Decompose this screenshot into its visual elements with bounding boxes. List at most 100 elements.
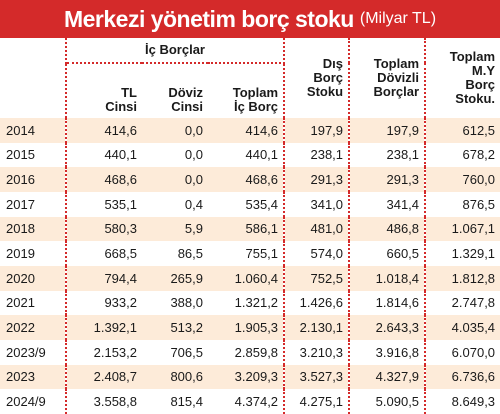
table-cell: 0,4	[142, 191, 208, 217]
table-cell: 1.060,4	[208, 265, 286, 291]
column-header-line: Dövizli	[377, 70, 420, 85]
table-cell: 414,6	[66, 118, 142, 143]
table-cell: 5,9	[142, 216, 208, 242]
table-cell: 238,1	[284, 142, 351, 168]
table-cell: 3.210,3	[284, 339, 351, 365]
table-cell: 291,3	[284, 167, 351, 192]
table-cell: 706,5	[142, 339, 208, 365]
table-cell: 535,1	[66, 191, 142, 217]
col-header-3: Toplam İç Borç	[208, 63, 286, 118]
group-header-row: İç Borçlar Dış Borç Stoku Toplam Dövizli Bor…	[0, 38, 500, 118]
table-cell: 586,1	[208, 216, 286, 242]
column-header-line: Döviz	[168, 85, 203, 100]
table-cell: 0,0	[142, 118, 208, 143]
table-cell: 4.374,2	[208, 389, 286, 414]
column-header-row: TL Cinsi Döviz Cinsi Toplam İç Borç	[0, 63, 500, 118]
table-row: 2023 2.408,7 800,6 3.209,3 3.527,3 4.327,9 6.7…	[0, 364, 500, 390]
table-cell: 1.426,6	[284, 290, 351, 316]
row-year: 2019	[0, 241, 67, 266]
col-header-6: Toplam M.Y Borç Stoku.	[425, 38, 500, 118]
table-cell: 574,0	[284, 241, 351, 266]
column-header-line: Toplam	[373, 56, 420, 71]
table-cell: 800,6	[142, 364, 208, 390]
column-header-line: Stoku.	[455, 91, 496, 106]
column-header-line: Borçlar	[373, 84, 420, 99]
col-header-1: TL Cinsi	[66, 63, 142, 118]
table-cell: 794,4	[66, 265, 142, 291]
table-cell: 265,9	[142, 265, 208, 291]
table-cell: 660,5	[349, 241, 427, 266]
table-cell: 815,4	[142, 389, 208, 414]
column-header-line: Toplam	[232, 85, 279, 100]
table-cell: 2.859,8	[208, 339, 286, 365]
table-cell: 481,0	[284, 216, 351, 242]
row-year: 2021	[0, 290, 67, 316]
column-header-line: Cinsi	[105, 99, 137, 114]
table-cell: 1.392,1	[66, 315, 142, 340]
table-cell: 2.643,3	[349, 315, 427, 340]
table-cell: 468,6	[208, 167, 286, 192]
row-year: 2016	[0, 167, 67, 192]
table-cell: 1.905,3	[208, 315, 286, 340]
table-cell: 1.814,6	[349, 290, 427, 316]
table-cell: 3.527,3	[284, 364, 351, 390]
debt-table: İç Borçlar Dış Borç Stoku Toplam Dövizli Bor…	[0, 38, 500, 414]
table-cell: 4.275,1	[284, 389, 351, 414]
table-cell: 440,1	[66, 142, 142, 168]
chart-unit: (Milyar TL)	[359, 10, 437, 27]
column-header-line: Dış	[322, 56, 344, 71]
table-cell: 1.018,4	[349, 265, 427, 291]
table-row: 2023/9 2.153,2 706,5 2.859,8 3.210,3 3.916,8 6…	[0, 339, 500, 365]
table-cell: 238,1	[349, 142, 427, 168]
table-cell: 414,6	[208, 118, 286, 143]
column-header-line: Toplam	[449, 49, 496, 64]
table-row: 2015 440,1 0,0 440,1 238,1 238,1 678,2	[0, 142, 500, 168]
table-cell: 876,5	[425, 191, 500, 217]
table-cell: 0,0	[142, 142, 208, 168]
column-header-line: Stoku	[306, 84, 344, 99]
table-row: 2014 414,6 0,0 414,6 197,9 197,9 612,5	[0, 118, 500, 143]
table-cell: 4.327,9	[349, 364, 427, 390]
column-header-line: M.Y	[471, 63, 496, 78]
table-cell: 3.558,8	[66, 389, 142, 414]
table-cell: 486,8	[349, 216, 427, 242]
table-row: 2022 1.392,1 513,2 1.905,3 2.130,1 2.643,3 4.0…	[0, 315, 500, 340]
table-row: 2024/9 3.558,8 815,4 4.374,2 4.275,1 5.090,5 8…	[0, 389, 500, 414]
table-cell: 612,5	[425, 118, 500, 143]
table-cell: 4.035,4	[425, 315, 500, 340]
header-spacer	[0, 38, 67, 63]
col-header-2: Döviz Cinsi	[142, 63, 208, 118]
table-cell: 1.812,8	[425, 265, 500, 291]
table-cell: 933,2	[66, 290, 142, 316]
table-cell: 2.408,7	[66, 364, 142, 390]
table-cell: 468,6	[66, 167, 142, 192]
table-cell: 580,3	[66, 216, 142, 242]
table-row: 2016 468,6 0,0 468,6 291,3 291,3 760,0	[0, 167, 500, 192]
title-bar: Merkezi yönetim borç stoku (Milyar TL)	[0, 0, 500, 38]
table-cell: 388,0	[142, 290, 208, 316]
column-header-line: TL	[121, 85, 137, 100]
column-header-line: Borç	[313, 70, 344, 85]
row-year: 2020	[0, 265, 67, 291]
table-cell: 341,4	[349, 191, 427, 217]
table-cell: 755,1	[208, 241, 286, 266]
table-cell: 752,5	[284, 265, 351, 291]
group-header-domestic: İç Borçlar	[66, 38, 286, 64]
table-cell: 678,2	[425, 142, 500, 168]
table-row: 2021 933,2 388,0 1.321,2 1.426,6 1.814,6 2.747…	[0, 290, 500, 316]
table-cell: 6.736,6	[425, 364, 500, 390]
chart-title: Merkezi yönetim borç stoku	[63, 5, 354, 32]
table-row: 2017 535,1 0,4 535,4 341,0 341,4 876,5	[0, 191, 500, 217]
table-cell: 1.067,1	[425, 216, 500, 242]
col-header-5: Toplam Dövizli Borçlar	[349, 38, 427, 118]
table-cell: 2.747,8	[425, 290, 500, 316]
row-year: 2014	[0, 118, 67, 143]
column-header-line: Borç	[465, 77, 496, 92]
column-header-line: Cinsi	[171, 99, 203, 114]
table-cell: 197,9	[349, 118, 427, 143]
row-year: 2022	[0, 315, 67, 340]
row-year: 2024/9	[0, 389, 67, 414]
table-row: 2020 794,4 265,9 1.060,4 752,5 1.018,4 1.812,8	[0, 265, 500, 291]
table-cell: 8.649,3	[425, 389, 500, 414]
